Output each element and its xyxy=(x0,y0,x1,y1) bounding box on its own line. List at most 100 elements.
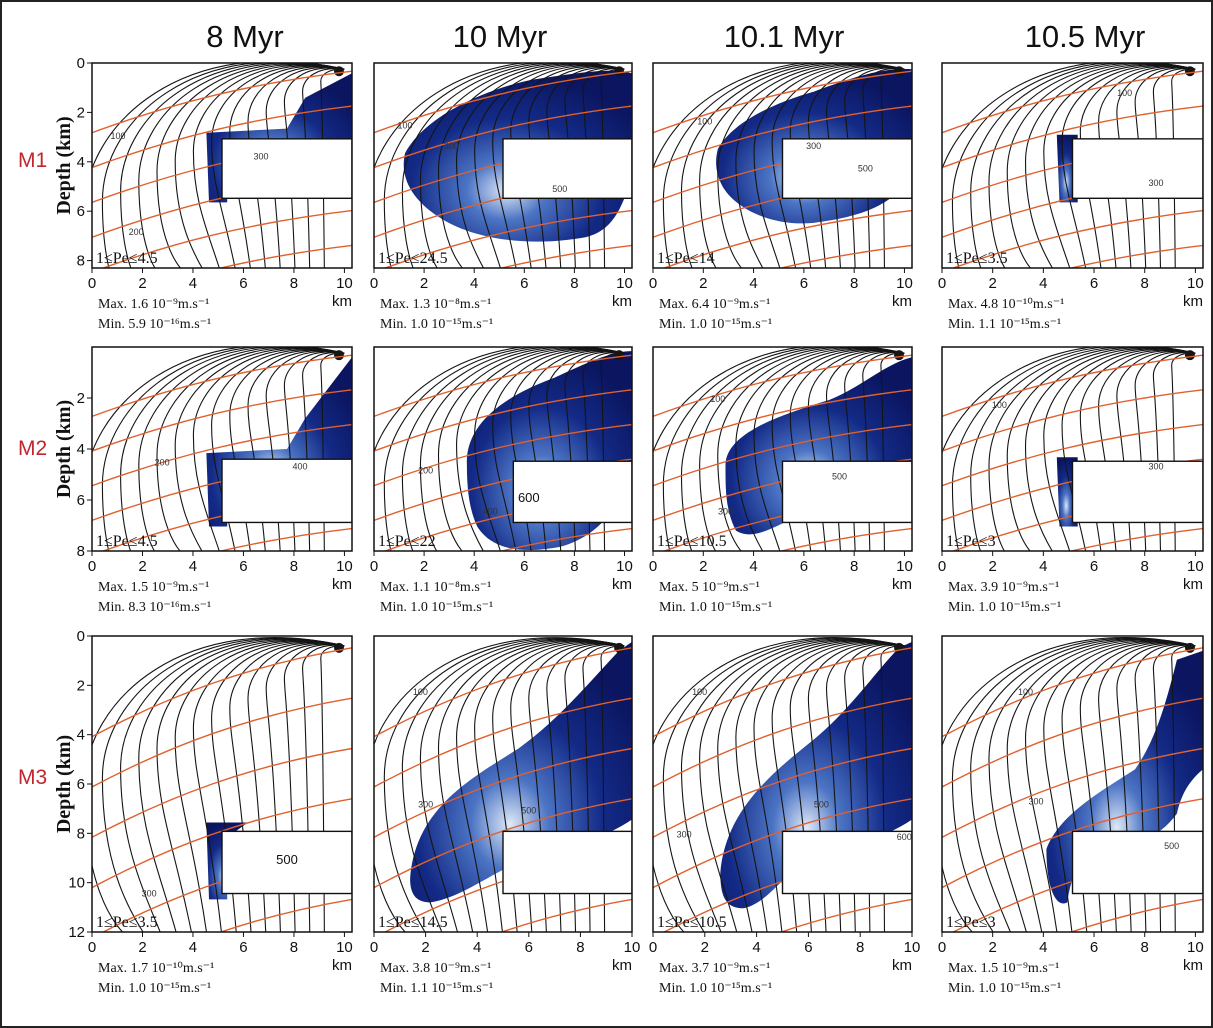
streamline xyxy=(942,63,1196,171)
streamline xyxy=(437,347,625,551)
x-tick-label: 0 xyxy=(649,939,657,956)
streamline xyxy=(789,642,905,932)
max-velocity: Max. 6.4 10⁻⁹m.s⁻¹ xyxy=(659,297,770,312)
streamline xyxy=(1006,63,1196,268)
isotherm-label: 500 xyxy=(276,852,298,867)
y-tick-label: 8 xyxy=(77,825,85,842)
isotherm-label: 100 xyxy=(692,687,707,697)
x-tick-label: 4 xyxy=(470,275,478,292)
y-tick-label: 8 xyxy=(77,543,85,560)
x-tick-label: 8 xyxy=(850,275,858,292)
isotherm-label: 300 xyxy=(142,888,157,898)
isotherm xyxy=(374,423,632,487)
streamline xyxy=(771,64,905,268)
streamline xyxy=(662,63,905,268)
x-tick-label: 4 xyxy=(1039,275,1047,292)
streamline xyxy=(1171,645,1196,932)
isotherm xyxy=(778,244,912,268)
streamline xyxy=(192,348,345,551)
y-tick-label: 12 xyxy=(68,924,85,941)
isotherm-label: 100 xyxy=(710,394,725,404)
streamline xyxy=(492,348,625,551)
streamline xyxy=(419,639,625,932)
isotherm xyxy=(942,354,1203,418)
intrusion-box xyxy=(781,830,912,895)
intrusion-box xyxy=(781,138,912,200)
streamline xyxy=(192,64,345,268)
min-velocity: Min. 1.0 10⁻¹⁵m.s⁻¹ xyxy=(659,317,772,332)
streamline xyxy=(120,347,345,551)
isotherm xyxy=(778,527,912,551)
x-tick-label: 2 xyxy=(421,939,429,956)
isotherm xyxy=(383,209,632,268)
streamline-source xyxy=(894,350,905,361)
streamline xyxy=(1043,64,1196,268)
max-velocity: Max. 1.1 10⁻⁸m.s⁻¹ xyxy=(380,580,491,595)
streamline xyxy=(174,347,345,551)
y-axis-title: Depth (km) xyxy=(53,400,75,498)
x-unit: km xyxy=(892,576,912,593)
column-title: 10.1 Myr xyxy=(724,19,845,54)
isotherm-label: 500 xyxy=(521,806,536,816)
isotherm-label: 500 xyxy=(858,164,873,174)
x-tick-label: 2 xyxy=(989,558,997,575)
streamline xyxy=(383,347,625,551)
row-label: M2 xyxy=(18,437,47,460)
y-tick-label: 0 xyxy=(77,55,85,72)
isotherm xyxy=(92,798,352,889)
isotherm-label: 300 xyxy=(444,141,459,151)
x-tick-label: 2 xyxy=(420,275,428,292)
x-tick-label: 6 xyxy=(800,558,808,575)
x-tick-label: 8 xyxy=(290,558,298,575)
y-tick-label: 4 xyxy=(77,441,85,458)
streamline xyxy=(456,63,625,268)
x-tick-label: 10 xyxy=(1187,939,1204,956)
x-tick-label: 0 xyxy=(649,558,657,575)
streamline xyxy=(474,64,625,268)
isotherm xyxy=(942,423,1203,487)
streamline xyxy=(970,638,1196,932)
streamline xyxy=(229,642,345,932)
isotherm xyxy=(92,647,352,738)
x-tick-label: 2 xyxy=(699,558,707,575)
streamline xyxy=(582,644,625,932)
isotherm-label: 300 xyxy=(718,506,733,516)
streamline xyxy=(265,643,345,932)
intrusion-box xyxy=(502,830,632,895)
max-velocity: Max. 3.9 10⁻⁹m.s⁻¹ xyxy=(948,580,1059,595)
streamline xyxy=(374,637,625,932)
peclet-label: 1≤Pe≤3 xyxy=(946,914,996,931)
isotherm xyxy=(942,105,1203,169)
column-title: 8 Myr xyxy=(206,19,284,54)
isotherm-label: 500 xyxy=(814,800,829,810)
isotherm xyxy=(217,527,352,551)
streamline xyxy=(156,347,345,551)
streamline xyxy=(735,640,905,932)
max-velocity: Max. 3.7 10⁻⁹m.s⁻¹ xyxy=(659,961,770,976)
x-unit: km xyxy=(612,957,632,974)
panel-frame xyxy=(941,62,1204,269)
isotherm xyxy=(653,354,912,418)
streamline xyxy=(138,347,345,551)
peclet-label: 1≤Pe≤3.5 xyxy=(946,250,1008,267)
streamline xyxy=(401,63,625,268)
peclet-label: 1≤Pe≤3 xyxy=(946,533,996,550)
x-tick-label: 10 xyxy=(336,558,353,575)
streamline xyxy=(320,645,345,932)
isotherm-label: 200 xyxy=(155,457,170,467)
intrusion-box xyxy=(221,830,352,895)
isotherm-label: 500 xyxy=(832,472,847,482)
isotherm xyxy=(374,389,632,452)
streamline xyxy=(229,65,345,268)
streamline-source xyxy=(1184,350,1195,361)
isotherm xyxy=(92,747,352,838)
isotherm xyxy=(92,423,352,487)
max-velocity: Max. 1.3 10⁻⁸m.s⁻¹ xyxy=(380,297,491,312)
min-velocity: Min. 1.0 10⁻¹⁵m.s⁻¹ xyxy=(380,317,493,332)
streamline xyxy=(401,347,625,551)
max-velocity: Max. 1.6 10⁻⁹m.s⁻¹ xyxy=(98,297,209,312)
panel-frame xyxy=(652,635,913,933)
